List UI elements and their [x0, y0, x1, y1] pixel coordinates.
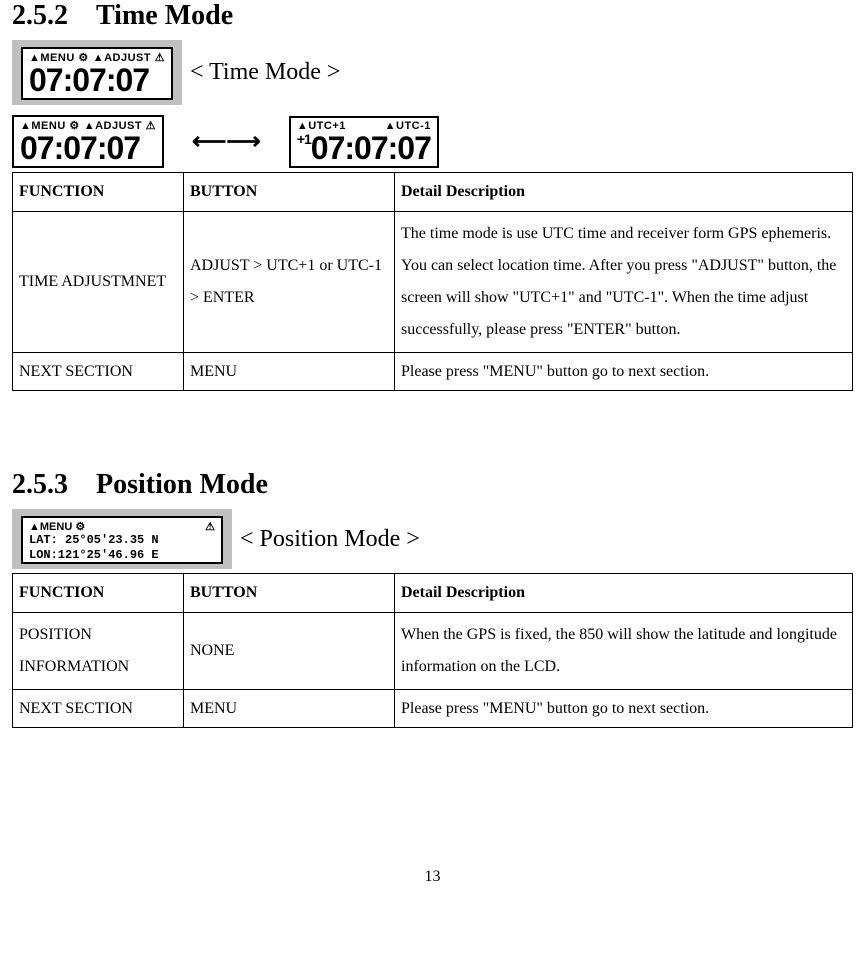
- section-2-5-3-heading: 2.5.3 Position Mode: [12, 469, 853, 501]
- th-function: FUNCTION: [13, 573, 184, 612]
- cell-description: When the GPS is fixed, the 850 will show…: [395, 612, 853, 689]
- section-num: 2.5.3: [12, 469, 68, 500]
- lcd-time-value: 07:07:07: [29, 64, 165, 98]
- lcd-longitude: LON:121°25'46.96 E: [29, 548, 215, 562]
- cell-button: NONE: [184, 612, 395, 689]
- table-header-row: FUNCTION BUTTON Detail Description: [13, 573, 853, 612]
- lcd-menu-label: ▲MENU ⚙: [29, 520, 85, 533]
- th-button: BUTTON: [184, 173, 395, 212]
- time-mode-lcd-row-2: ▲MENU ⚙ ▲ADJUST ⚠ 07:07:07 ⟵⟶ ▲UTC+1 ▲UT…: [12, 115, 853, 168]
- position-mode-label: < Position Mode >: [240, 526, 420, 553]
- time-mode-label: < Time Mode >: [190, 59, 340, 86]
- cell-function: NEXT SECTION: [13, 689, 184, 728]
- cell-function: NEXT SECTION: [13, 352, 184, 391]
- section-title: Time Mode: [96, 0, 233, 31]
- lcd-screen-left: ▲MENU ⚙ ▲ADJUST ⚠ 07:07:07: [12, 115, 164, 168]
- lcd-time-box-gray: ▲MENU ⚙ ▲ADJUST ⚠ 07:07:07: [12, 40, 182, 105]
- cell-function: POSITION INFORMATION: [13, 612, 184, 689]
- cell-function: TIME ADJUSTMNET: [13, 211, 184, 352]
- double-arrow-icon: ⟵⟶: [192, 127, 261, 156]
- cell-description: Please press "MENU" button go to next se…: [395, 352, 853, 391]
- section-title: Position Mode: [96, 469, 268, 500]
- page-number: 13: [12, 868, 853, 886]
- lcd-latitude: LAT: 25°05'23.35 N: [29, 533, 215, 547]
- lcd-time-value: 07:07:07: [20, 132, 156, 166]
- th-description: Detail Description: [395, 173, 853, 212]
- lcd-screen-position: ▲MENU ⚙ ⚠ LAT: 25°05'23.35 N LON:121°25'…: [21, 516, 223, 564]
- th-function: FUNCTION: [13, 173, 184, 212]
- cell-button: MENU: [184, 689, 395, 728]
- cell-button: ADJUST > UTC+1 or UTC-1 > ENTER: [184, 211, 395, 352]
- position-mode-table: FUNCTION BUTTON Detail Description POSIT…: [12, 573, 853, 728]
- lcd-screen-right: ▲UTC+1 ▲UTC-1 +107:07:07: [289, 116, 439, 168]
- table-row: TIME ADJUSTMNET ADJUST > UTC+1 or UTC-1 …: [13, 211, 853, 352]
- time-mode-table: FUNCTION BUTTON Detail Description TIME …: [12, 172, 853, 391]
- th-button: BUTTON: [184, 573, 395, 612]
- lcd-warning-icon: ⚠: [205, 520, 215, 533]
- cell-description: Please press "MENU" button go to next se…: [395, 689, 853, 728]
- table-row: POSITION INFORMATION NONE When the GPS i…: [13, 612, 853, 689]
- table-row: NEXT SECTION MENU Please press "MENU" bu…: [13, 689, 853, 728]
- cell-description: The time mode is use UTC time and receiv…: [395, 211, 853, 352]
- cell-button: MENU: [184, 352, 395, 391]
- time-mode-lcd-row-1: ▲MENU ⚙ ▲ADJUST ⚠ 07:07:07 < Time Mode >: [12, 40, 853, 105]
- section-2-5-2-heading: 2.5.2 Time Mode: [12, 0, 853, 32]
- section-num: 2.5.2: [12, 0, 68, 31]
- position-mode-lcd-row: ▲MENU ⚙ ⚠ LAT: 25°05'23.35 N LON:121°25'…: [12, 509, 853, 569]
- lcd-time-value-utc: +107:07:07: [297, 132, 431, 166]
- table-row: NEXT SECTION MENU Please press "MENU" bu…: [13, 352, 853, 391]
- lcd-screen: ▲MENU ⚙ ▲ADJUST ⚠ 07:07:07: [21, 47, 173, 100]
- lcd-position-box-gray: ▲MENU ⚙ ⚠ LAT: 25°05'23.35 N LON:121°25'…: [12, 509, 232, 569]
- table-header-row: FUNCTION BUTTON Detail Description: [13, 173, 853, 212]
- th-description: Detail Description: [395, 573, 853, 612]
